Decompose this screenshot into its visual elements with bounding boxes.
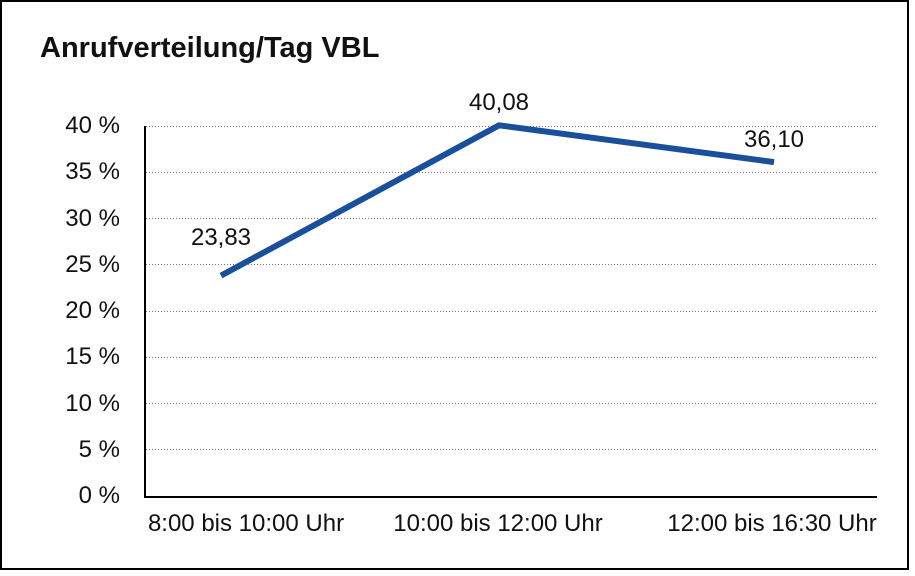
gridline-30 [146, 218, 877, 219]
gridline-10 [146, 403, 877, 404]
chart-title: Anrufverteilung/Tag VBL [40, 32, 380, 64]
point-label: 40,08 [468, 89, 530, 117]
y-axis-tick-label: 30 % [65, 204, 120, 232]
y-axis-tick-label: 20 % [65, 297, 120, 324]
y-axis-tick-label: 0 % [78, 482, 120, 509]
y-axis-tick-label: 40 % [65, 112, 120, 139]
x-axis-category-label: 8:00 bis 10:00 Uhr [147, 510, 345, 537]
point-label: 23,83 [190, 223, 252, 251]
gridline-15 [146, 356, 877, 358]
y-axis-tick-label: 10 % [65, 389, 120, 417]
plot-area: 23,83 40,08 36,10 8:00 bis 10:00 Uhr 10:00 … [144, 90, 877, 537]
line-chart-svg [219, 122, 775, 279]
gridline-35 [146, 171, 877, 173]
gridline-5 [146, 449, 877, 451]
gridline-20 [146, 310, 877, 312]
y-axis-tick-label: 35 % [65, 158, 120, 186]
y-axis-tick-label: 5 % [78, 435, 120, 463]
data-line [219, 122, 775, 279]
point-label: 36,10 [743, 126, 805, 154]
x-axis-category-label: 12:00 bis 16:30 Uhr [667, 510, 877, 537]
y-axis-tick-label: 25 % [65, 250, 120, 278]
x-axis-category-label: 10:00 bis 12:00 Uhr [393, 510, 603, 537]
gridline-25 [146, 264, 877, 266]
y-axis-tick-label: 15 % [65, 343, 120, 371]
